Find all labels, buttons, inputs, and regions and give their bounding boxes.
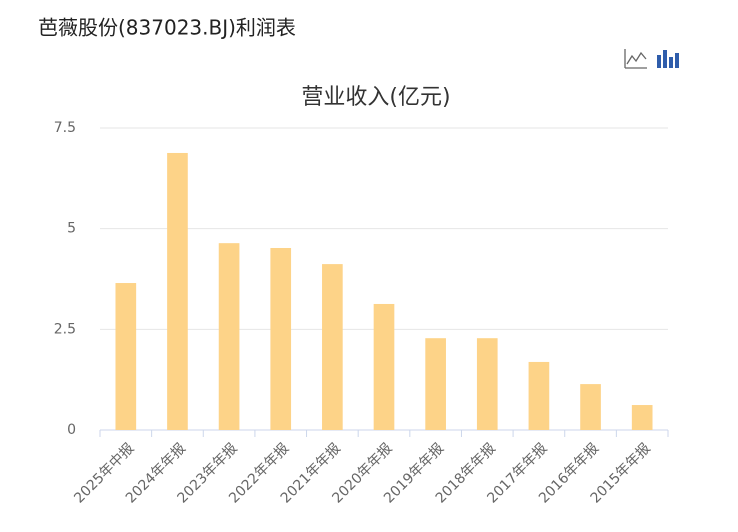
bar: [425, 338, 446, 430]
y-tick-label: 5: [67, 221, 76, 237]
bar: [218, 243, 240, 430]
y-tick-label: 7.5: [54, 120, 76, 136]
bar: [373, 303, 395, 430]
y-tick-label: 2.5: [54, 321, 76, 337]
bar: [631, 405, 653, 430]
bar: [270, 247, 292, 430]
chart-title: 营业收入(亿元): [301, 85, 450, 110]
bar: [580, 384, 601, 430]
bar: [528, 361, 550, 430]
page-title: 芭薇股份(837023.BJ)利润表: [38, 16, 296, 40]
bar-chart-toggle[interactable]: [657, 50, 679, 68]
bar: [167, 152, 188, 430]
line-chart-toggle[interactable]: [624, 49, 647, 69]
bar: [322, 264, 343, 430]
bar: [476, 338, 498, 430]
bar: [115, 283, 137, 430]
y-tick-label: 0: [67, 422, 76, 438]
